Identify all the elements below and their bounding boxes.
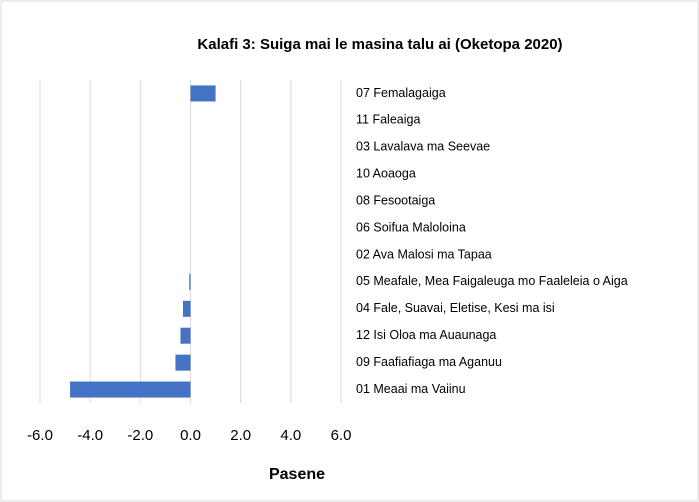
x-tick-label: -2.0 (127, 427, 153, 444)
category-label: 10 Aoaoga (356, 167, 416, 181)
bar (180, 327, 191, 344)
category-label: 11 Faleaiga (356, 113, 420, 127)
bar (190, 85, 216, 102)
bar (189, 273, 191, 290)
x-tick-label: 4.0 (280, 427, 301, 444)
x-tick-label: 0.0 (180, 427, 201, 444)
category-label: 03 Lavalava ma Seevae (356, 140, 490, 154)
x-tick-label: -4.0 (77, 427, 103, 444)
x-axis-label: Pasene (269, 466, 325, 483)
chart-title: Kalafi 3: Suiga mai le masina talu ai (O… (197, 36, 562, 53)
category-label: 08 Fesootaiga (356, 193, 435, 207)
x-tick-label: -6.0 (27, 427, 53, 444)
category-label: 12 Isi Oloa ma Auaunaga (356, 328, 496, 342)
category-label: 09 Faafiafiaga ma Aganuu (356, 355, 502, 369)
bar (182, 300, 191, 317)
category-label: 04 Fale, Suavai, Eletise, Kesi ma isi (356, 301, 555, 315)
bar (70, 381, 191, 398)
category-label: 07 Femalagaiga (356, 86, 446, 100)
x-tick-label: 6.0 (331, 427, 352, 444)
category-label: 01 Meaai ma Vaiinu (356, 382, 466, 396)
x-tick-label: 2.0 (230, 427, 251, 444)
category-label: 02 Ava Malosi ma Tapaa (356, 247, 492, 261)
category-label: 06 Soifua Maloloina (356, 220, 466, 234)
category-label: 05 Meafale, Mea Faigaleuga mo Faaleleia … (356, 274, 628, 288)
bar (175, 354, 191, 371)
